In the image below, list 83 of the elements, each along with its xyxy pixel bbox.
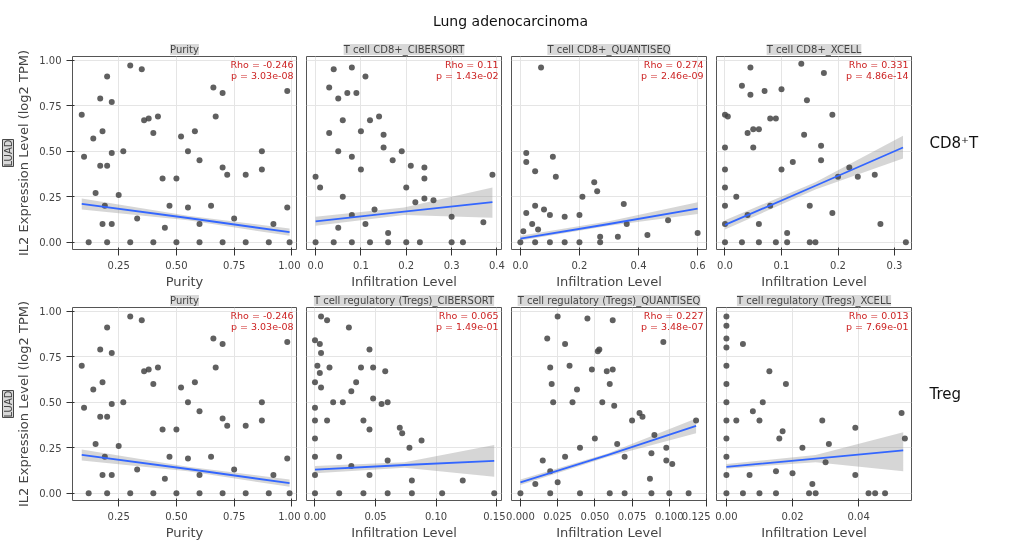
x-tick-label: 0.04	[847, 510, 870, 522]
annotation: Rho = 0.331	[848, 58, 909, 70]
x-axis-title: Infiltration Level	[351, 524, 457, 540]
x-tick-label: 0.000	[506, 510, 535, 522]
annotation: p = 3.48e-07	[640, 320, 704, 332]
x-tick-label: 0.050	[580, 510, 610, 522]
annotation: Rho = 0.065	[438, 309, 499, 321]
x-tick-label: 0.3	[443, 259, 460, 271]
y-tick-label: 0.00	[39, 488, 62, 500]
x-tick-label: 0.6	[689, 259, 706, 271]
chart-title: T cell CD8+_QUANTISEQ	[546, 44, 671, 56]
x-tick-label: 1.00	[278, 259, 301, 271]
x-tick-label: 0.50	[165, 259, 188, 271]
y-tick-label: 0.25	[39, 191, 62, 203]
text: CD8⁺T	[929, 134, 979, 153]
x-tick-label: 0.50	[165, 510, 188, 522]
x-tick-label: 0.25	[107, 510, 130, 522]
x-axis-title: Infiltration Level	[351, 273, 457, 289]
annotation: Rho = 0.11	[444, 58, 499, 70]
y-tick-label: 0.75	[39, 351, 62, 363]
x-tick-label: 0.2	[830, 259, 846, 271]
chart-title: Purity	[170, 295, 200, 306]
x-tick-label: 0.2	[571, 259, 588, 271]
x-axis-title: Infiltration Level	[556, 273, 662, 289]
x-tick-label: 0.02	[781, 510, 804, 522]
annotation: Rho = 0.274	[643, 58, 704, 70]
x-tick-label: 0.00	[715, 510, 738, 522]
x-tick-label: 0.10	[424, 510, 448, 522]
x-tick-label: 0.2	[398, 259, 415, 271]
x-axis-title: Purity	[165, 273, 204, 289]
x-tick-label: 0.05	[364, 510, 387, 522]
chart-title: T cell regulatory (Tregs)_QUANTISEQ	[516, 295, 701, 307]
x-tick-label: 0.025	[543, 510, 572, 522]
x-tick-label: 0.4	[630, 259, 647, 271]
annotation: p = 3.03e-08	[230, 320, 294, 332]
y-axis-title: IL2 Expression Level (log2 TPM)	[16, 49, 32, 256]
y-axis-title: IL2 Expression Level (log2 TPM)	[16, 300, 32, 507]
chart-title: T cell CD8+_XCELL	[765, 44, 862, 56]
x-tick-label: 0.1	[352, 259, 369, 271]
x-axis-title: Infiltration Level	[556, 524, 662, 540]
text: Treg	[928, 385, 962, 404]
chart-title: T cell regulatory (Tregs)_CIBERSORT	[312, 295, 495, 307]
x-tick-label: 0.75	[223, 259, 246, 271]
text: LUAD	[2, 139, 14, 167]
annotation: p = 1.49e-01	[435, 320, 499, 332]
annotation: Rho = -0.246	[230, 309, 294, 321]
x-axis-title: Infiltration Level	[761, 273, 867, 289]
chart-title: Purity	[170, 44, 200, 55]
x-tick-label: 0.15	[483, 510, 506, 522]
x-axis-title: Infiltration Level	[761, 524, 867, 540]
y-tick-label: 1.00	[39, 306, 62, 318]
y-tick-label: 0.25	[39, 442, 62, 454]
text: Lung adenocarcinoma	[432, 12, 589, 29]
x-tick-label: 0.25	[107, 259, 130, 271]
annotation: p = 4.86e-14	[845, 69, 909, 81]
y-tick-label: 0.00	[39, 237, 62, 249]
x-tick-label: 0.0	[717, 259, 733, 271]
x-axis-title: Purity	[165, 524, 204, 540]
x-tick-label: 0.0	[512, 259, 529, 271]
annotation: p = 3.03e-08	[230, 69, 294, 81]
annotation: Rho = 0.013	[848, 309, 909, 321]
annotation: p = 1.43e-02	[435, 69, 499, 81]
x-tick-label: 0.075	[617, 510, 647, 522]
y-tick-label: 0.50	[39, 146, 62, 158]
y-tick-label: 0.50	[39, 397, 62, 409]
x-tick-label: 0.0	[307, 259, 324, 271]
annotation: Rho = -0.246	[230, 58, 294, 70]
x-tick-label: 0.4	[489, 259, 505, 271]
y-tick-label: 0.75	[39, 100, 62, 112]
x-tick-label: 0.100	[654, 510, 684, 522]
annotation: p = 7.69e-01	[845, 320, 909, 332]
x-tick-label: 1.00	[278, 510, 301, 522]
chart-title: T cell regulatory (Tregs)_XCELL	[735, 295, 892, 307]
x-tick-label: 0.75	[223, 510, 246, 522]
x-tick-label: 0.125	[681, 510, 711, 522]
x-tick-label: 0.1	[773, 259, 790, 271]
annotation: Rho = 0.227	[643, 309, 704, 321]
x-tick-label: 0.3	[886, 259, 903, 271]
text: LUAD	[2, 390, 14, 418]
x-tick-label: 0.00	[303, 510, 327, 522]
y-tick-label: 1.00	[39, 55, 62, 67]
annotation: p = 2.46e-09	[640, 69, 704, 81]
chart-title: T cell CD8+_CIBERSORT	[342, 44, 466, 56]
